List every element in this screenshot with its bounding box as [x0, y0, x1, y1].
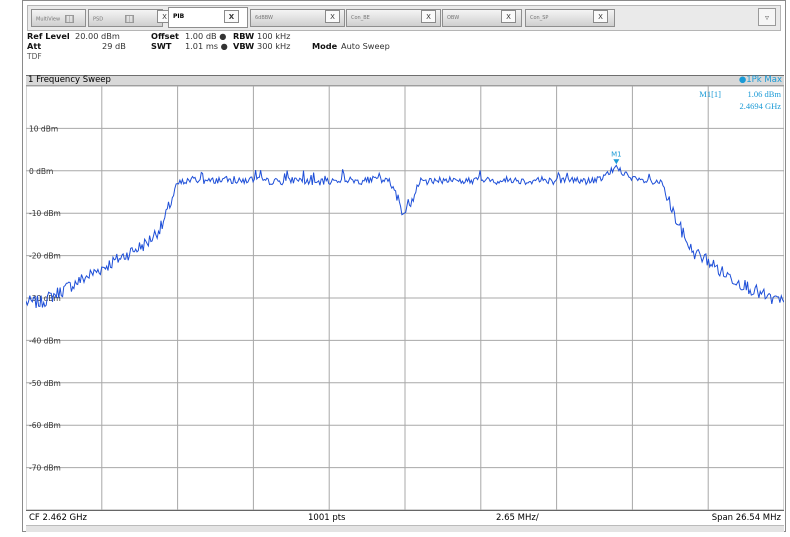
tab-label: Con_BE — [351, 15, 370, 21]
sweep-points: 1001 pts — [308, 513, 346, 523]
vbw-value: 300 kHz — [257, 41, 291, 51]
rbw-value: 100 kHz — [257, 31, 291, 41]
tab-label: Con_SP — [530, 15, 549, 21]
center-frequency: CF 2.462 GHz — [29, 513, 88, 523]
multiview-grid-icon — [64, 15, 74, 23]
y-tick-label: -50 dBm — [29, 379, 61, 388]
offset-value: 1.00 dB ● — [185, 31, 227, 41]
y-tick-label: -20 dBm — [29, 252, 61, 261]
tab-dropdown-icon[interactable]: ▿ — [758, 8, 776, 26]
spectrum-trace — [26, 164, 784, 309]
tab-close-icon[interactable]: X — [325, 10, 340, 23]
mode-value: Auto Sweep — [341, 41, 390, 51]
marker-frequency: 2.4694 GHz — [739, 101, 781, 111]
status-strip — [26, 525, 784, 532]
marker-tag: M1 — [611, 150, 622, 158]
tab-psd[interactable]: PSD X — [88, 9, 172, 27]
ref-level-value: 20.00 dBm — [75, 31, 120, 41]
tab-label: PSD — [93, 16, 104, 23]
mode-label: Mode — [312, 41, 338, 51]
trace-label: 1Pk Max — [746, 75, 782, 85]
window-title: 1 Frequency Sweep — [28, 75, 111, 85]
y-tick-label: -60 dBm — [29, 421, 61, 430]
swt-label: SWT — [151, 41, 172, 51]
marker-level: 1.06 dBm — [747, 89, 781, 99]
y-tick-label: -70 dBm — [29, 464, 61, 473]
marker-readout: M1[1] 1.06 dBm 2.4694 GHz — [699, 89, 781, 111]
frequency-span: Span 26.54 MHz — [711, 513, 781, 523]
frequency-per-division: 2.65 MHz/ — [496, 513, 539, 523]
vbw-label: VBW — [233, 41, 255, 51]
tab-con-sp[interactable]: Con_SP X — [525, 9, 615, 27]
tab-pib[interactable]: PIB X — [168, 7, 248, 28]
y-tick-label: -40 dBm — [29, 336, 61, 345]
marker-label: M1[1] — [699, 89, 721, 99]
tab-multiview[interactable]: MultiView — [31, 9, 86, 27]
trace-dot-icon: ● — [738, 75, 747, 85]
y-tick-label: 10 dBm — [29, 124, 58, 133]
offset-label: Offset — [151, 31, 179, 41]
tab-bar: MultiView PSD X PIB X 6dBBW X Con_BE X O… — [27, 5, 781, 31]
swt-value: 1.01 ms ● — [185, 41, 228, 51]
tab-label: 6dBBW — [255, 15, 273, 21]
y-tick-label: -30 dBm — [29, 294, 61, 303]
tab-window-icon — [124, 15, 134, 23]
analyzer-window: MultiView PSD X PIB X 6dBBW X Con_BE X O… — [22, 0, 786, 532]
att-label: Att — [27, 41, 42, 51]
tab-close-icon[interactable]: X — [593, 10, 608, 23]
y-tick-label: 0 dBm — [29, 167, 53, 176]
window-title-bar: 1 Frequency Sweep ●1Pk Max — [26, 75, 784, 86]
tab-close-icon[interactable]: X — [421, 10, 436, 23]
tab-label: PIB — [173, 13, 185, 20]
marker-triangle-icon[interactable] — [613, 159, 620, 165]
rbw-label: RBW — [233, 31, 255, 41]
measurement-settings: Ref Level 20.00 dBm Offset 1.00 dB ● RBW… — [27, 31, 627, 62]
y-axis-tick-labels: 10 dBm 0 dBm -10 dBm -20 dBm -30 dBm -40 dBm -… — [29, 124, 61, 472]
tab-6dbbw[interactable]: 6dBBW X — [250, 9, 345, 27]
plot-footer: CF 2.462 GHz 1001 pts 2.65 MHz/ Span 26.… — [26, 510, 784, 526]
marker-layer[interactable]: M1 — [611, 150, 622, 165]
plot-grid — [26, 86, 784, 510]
tab-close-icon[interactable]: X — [224, 10, 239, 23]
trace-indicator: ●1Pk Max — [739, 76, 782, 85]
y-tick-label: -10 dBm — [29, 209, 61, 218]
tab-label: MultiView — [36, 16, 61, 23]
tab-label: OBW — [447, 15, 460, 21]
tdf-label: TDF — [27, 52, 42, 61]
spectrum-plot: 10 dBm 0 dBm -10 dBm -20 dBm -30 dBm -40 dBm -… — [26, 86, 784, 510]
tab-close-icon[interactable]: X — [501, 10, 516, 23]
tab-con-be[interactable]: Con_BE X — [346, 9, 441, 27]
tab-obw[interactable]: OBW X — [442, 9, 522, 27]
att-value: 29 dB — [102, 41, 126, 51]
ref-level-label: Ref Level — [27, 31, 70, 41]
